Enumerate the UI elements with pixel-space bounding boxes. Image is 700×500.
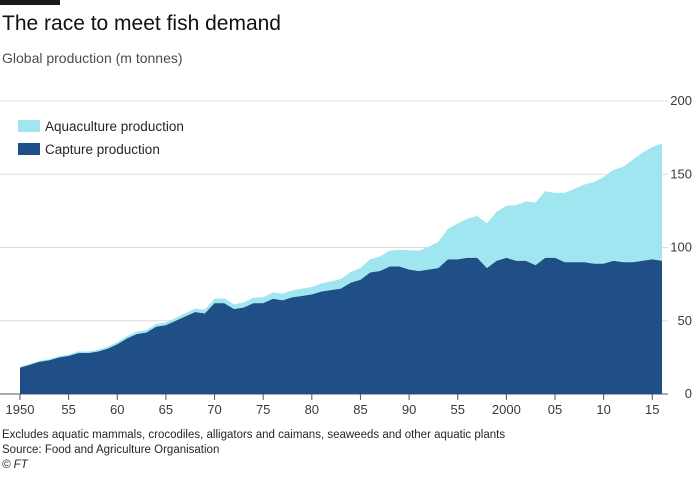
x-tick-label: 90: [402, 402, 416, 417]
x-tick-label: 55: [61, 402, 75, 417]
legend-label: Aquaculture production: [45, 119, 184, 134]
legend-swatch: [18, 120, 40, 132]
area-series: [20, 143, 662, 394]
y-axis: 0 50 100 150 200: [670, 93, 692, 401]
chart-subtitle: Global production (m tonnes): [2, 50, 183, 66]
top-rule: [0, 0, 60, 5]
legend-swatch: [18, 143, 40, 155]
chart-note: Excludes aquatic mammals, crocodiles, al…: [2, 429, 506, 441]
area-aquaculture-production: [20, 143, 662, 368]
x-tick-label: 60: [110, 402, 124, 417]
y-tick-label: 200: [670, 93, 692, 108]
x-axis: 1950 55 60 65 70 75 80 85 90 55 2000 05 10 15: [6, 394, 660, 417]
y-tick-label: 100: [670, 240, 692, 255]
x-tick-label: 10: [596, 402, 610, 417]
legend-label: Capture production: [45, 142, 160, 157]
chart-title: The race to meet fish demand: [2, 12, 281, 35]
x-tick-label: 75: [256, 402, 270, 417]
x-tick-label: 80: [305, 402, 319, 417]
x-tick-label: 55: [450, 402, 464, 417]
chart-source: Source: Food and Agriculture Organisatio…: [2, 444, 220, 456]
y-tick-label: 150: [670, 166, 692, 181]
x-tick-label: 65: [159, 402, 173, 417]
area-capture-production: [20, 257, 662, 394]
x-tick-label: 2000: [492, 402, 521, 417]
legend: Aquaculture production Capture production: [18, 119, 184, 157]
x-tick-label: 70: [207, 402, 221, 417]
x-tick-label: 1950: [6, 402, 35, 417]
y-tick-label: 0: [685, 386, 692, 401]
chart-credit: © FT: [2, 459, 28, 471]
x-tick-label: 85: [353, 402, 367, 417]
y-tick-label: 50: [678, 313, 692, 328]
x-tick-label: 05: [548, 402, 562, 417]
x-tick-label: 15: [645, 402, 659, 417]
